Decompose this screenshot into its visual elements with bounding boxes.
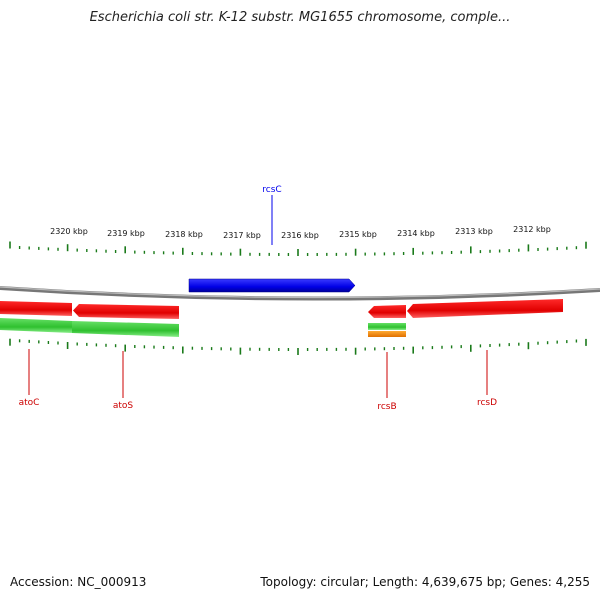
gene-label-rcsB[interactable]: rcsB bbox=[377, 402, 396, 412]
cds-rcsB[interactable] bbox=[368, 323, 406, 330]
chromosome-backbone-highlight bbox=[0, 286, 600, 299]
upper-scale-ticks bbox=[9, 241, 587, 256]
genome-summary: Topology: circular; Length: 4,639,675 bp… bbox=[260, 575, 590, 589]
tick-label-2316: 2316 kbp bbox=[281, 231, 319, 240]
gene-label-atoC[interactable]: atoC bbox=[19, 398, 40, 408]
tick-label-2312: 2312 kbp bbox=[513, 225, 551, 234]
gene-label-rcsD[interactable]: rcsD bbox=[477, 398, 497, 408]
cds-atoC[interactable] bbox=[0, 318, 72, 333]
gene-atoS[interactable] bbox=[73, 304, 179, 319]
tick-label-2318: 2318 kbp bbox=[165, 230, 203, 239]
gene-rcsB[interactable] bbox=[368, 305, 406, 318]
tick-label-2314: 2314 kbp bbox=[397, 229, 435, 238]
gene-label-rcsC[interactable]: rcsC bbox=[262, 185, 281, 195]
cds-atoS[interactable] bbox=[72, 321, 179, 337]
tick-label-2315: 2315 kbp bbox=[339, 230, 377, 239]
tick-label-2313: 2313 kbp bbox=[455, 227, 493, 236]
lower-scale-ticks bbox=[9, 338, 587, 355]
tick-label-2317: 2317 kbp bbox=[223, 231, 261, 240]
scale-labels: 2320 kbp 2319 kbp 2318 kbp 2317 kbp 2316… bbox=[50, 225, 551, 240]
gene-label-atoS[interactable]: atoS bbox=[113, 401, 134, 411]
misc-feature-rcsB[interactable] bbox=[368, 331, 406, 337]
chromosome-backbone bbox=[0, 286, 600, 301]
accession-label: Accession: NC_000913 bbox=[10, 575, 147, 589]
map-title: Escherichia coli str. K-12 substr. MG165… bbox=[89, 10, 511, 25]
gene-rcsC[interactable] bbox=[188, 278, 356, 293]
tick-label-2320: 2320 kbp bbox=[50, 227, 88, 236]
tick-label-2319: 2319 kbp bbox=[107, 229, 145, 238]
gene-atoC-body[interactable] bbox=[0, 301, 72, 316]
gene-rcsD[interactable] bbox=[407, 299, 563, 318]
